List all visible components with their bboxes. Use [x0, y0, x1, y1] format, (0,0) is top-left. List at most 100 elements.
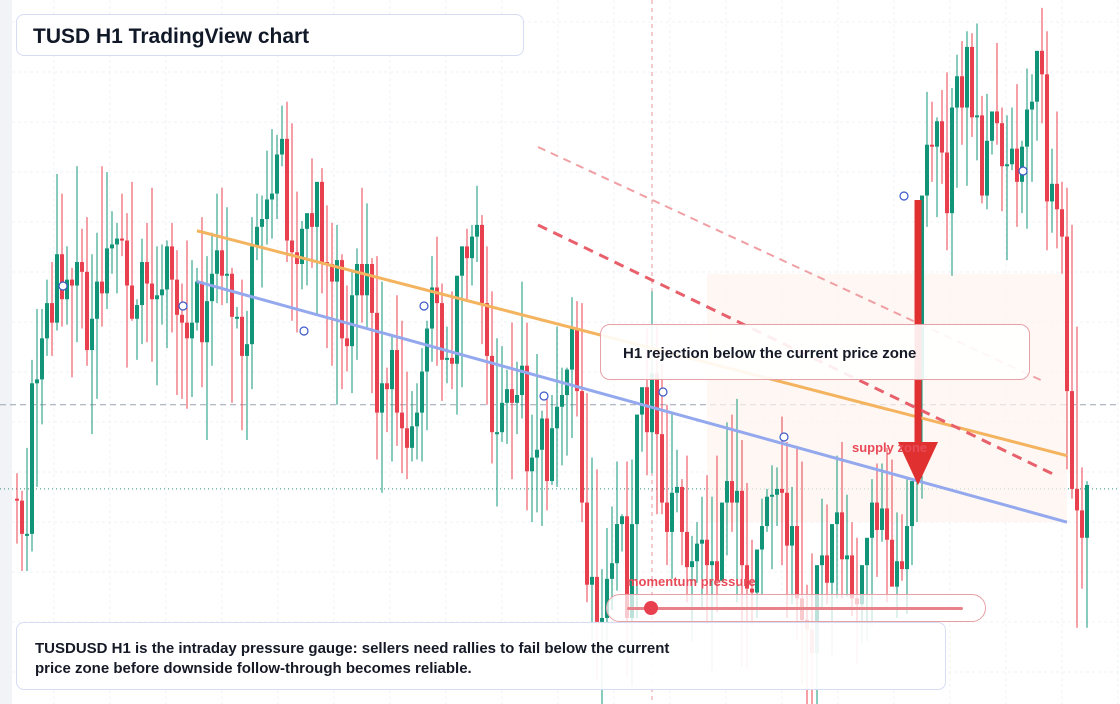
- candle-body: [110, 244, 114, 249]
- candle-body: [990, 111, 994, 141]
- candle-body: [410, 426, 414, 448]
- candle: [25, 447, 29, 572]
- candle: [370, 258, 374, 394]
- candle-body: [695, 543, 699, 562]
- candle: [845, 494, 849, 597]
- pivot-marker: [539, 391, 549, 401]
- candle-body: [15, 498, 19, 501]
- candle-body: [760, 526, 764, 550]
- candle: [455, 275, 459, 415]
- candle-body: [940, 121, 944, 153]
- candle: [145, 222, 149, 343]
- candle-body: [50, 303, 54, 323]
- candle-body: [265, 199, 269, 220]
- candle-body: [310, 213, 314, 227]
- candle-body: [500, 402, 504, 433]
- candle: [510, 322, 514, 480]
- candle: [680, 479, 684, 566]
- candle-body: [45, 303, 49, 339]
- candle-body: [505, 389, 509, 403]
- candle: [1025, 68, 1029, 229]
- candle-body: [360, 264, 364, 296]
- candle: [945, 72, 949, 251]
- candle-body: [675, 486, 679, 493]
- candle-body: [550, 428, 554, 482]
- candle: [1020, 140, 1024, 214]
- candle: [425, 320, 429, 431]
- candle-body: [270, 193, 274, 200]
- candle-body: [750, 588, 754, 593]
- candle-body: [970, 46, 974, 118]
- pivot-marker: [299, 326, 309, 336]
- candle: [60, 193, 64, 327]
- candle-body: [1010, 148, 1014, 165]
- candle-body: [830, 524, 834, 583]
- candle: [670, 412, 674, 579]
- candle-body: [105, 248, 109, 294]
- candle-body: [130, 285, 134, 319]
- candle-body: [1085, 484, 1089, 538]
- candle-body: [705, 539, 709, 566]
- candle: [585, 393, 589, 603]
- candle-body: [620, 516, 624, 525]
- candle: [80, 228, 84, 329]
- candle: [70, 267, 74, 378]
- candle-body: [215, 250, 219, 274]
- candle-body: [580, 391, 584, 503]
- candle: [315, 181, 319, 315]
- candle-body: [710, 561, 714, 566]
- candle: [770, 465, 774, 570]
- candle-body: [680, 486, 684, 532]
- candle: [565, 367, 569, 456]
- candle: [435, 236, 439, 366]
- candle: [460, 246, 464, 388]
- candle: [335, 224, 339, 405]
- candle: [465, 228, 469, 300]
- candle-body: [60, 254, 64, 300]
- candle-body: [1060, 209, 1064, 237]
- candle-body: [315, 181, 319, 227]
- candle: [480, 215, 484, 345]
- candle-body: [450, 357, 454, 364]
- arrow-head: [898, 442, 938, 485]
- candle: [650, 291, 654, 474]
- candle-body: [220, 250, 224, 276]
- candle: [875, 463, 879, 577]
- candle-body: [1070, 391, 1074, 489]
- gauge-knob[interactable]: [643, 601, 658, 615]
- candle: [545, 395, 549, 511]
- candle: [325, 205, 329, 349]
- candle: [380, 281, 384, 493]
- candle: [290, 123, 294, 321]
- candle-body: [920, 195, 924, 380]
- candle: [1060, 181, 1064, 274]
- candle: [270, 129, 274, 239]
- momentum-gauge[interactable]: [606, 594, 986, 622]
- candle: [245, 310, 249, 440]
- candle: [170, 222, 174, 333]
- candle-body: [440, 303, 444, 360]
- candle-body: [245, 344, 249, 356]
- candle-body: [640, 387, 644, 415]
- candle-body: [540, 418, 544, 450]
- candle: [820, 498, 824, 609]
- candle-body: [415, 412, 419, 427]
- candle: [975, 23, 979, 161]
- candle-body: [55, 254, 59, 323]
- candle: [930, 101, 934, 182]
- candle: [365, 203, 369, 329]
- candle: [310, 158, 314, 268]
- candle: [265, 150, 269, 245]
- candle: [950, 88, 954, 276]
- candle-body: [895, 561, 899, 587]
- candle: [20, 490, 24, 572]
- candle-body: [1075, 488, 1079, 511]
- candle: [640, 387, 644, 452]
- candle: [1075, 326, 1079, 628]
- candle: [240, 279, 244, 431]
- candle-body: [355, 264, 359, 296]
- candle: [90, 254, 94, 435]
- candle-body: [460, 246, 464, 276]
- candle: [1010, 107, 1014, 171]
- candle: [570, 297, 574, 439]
